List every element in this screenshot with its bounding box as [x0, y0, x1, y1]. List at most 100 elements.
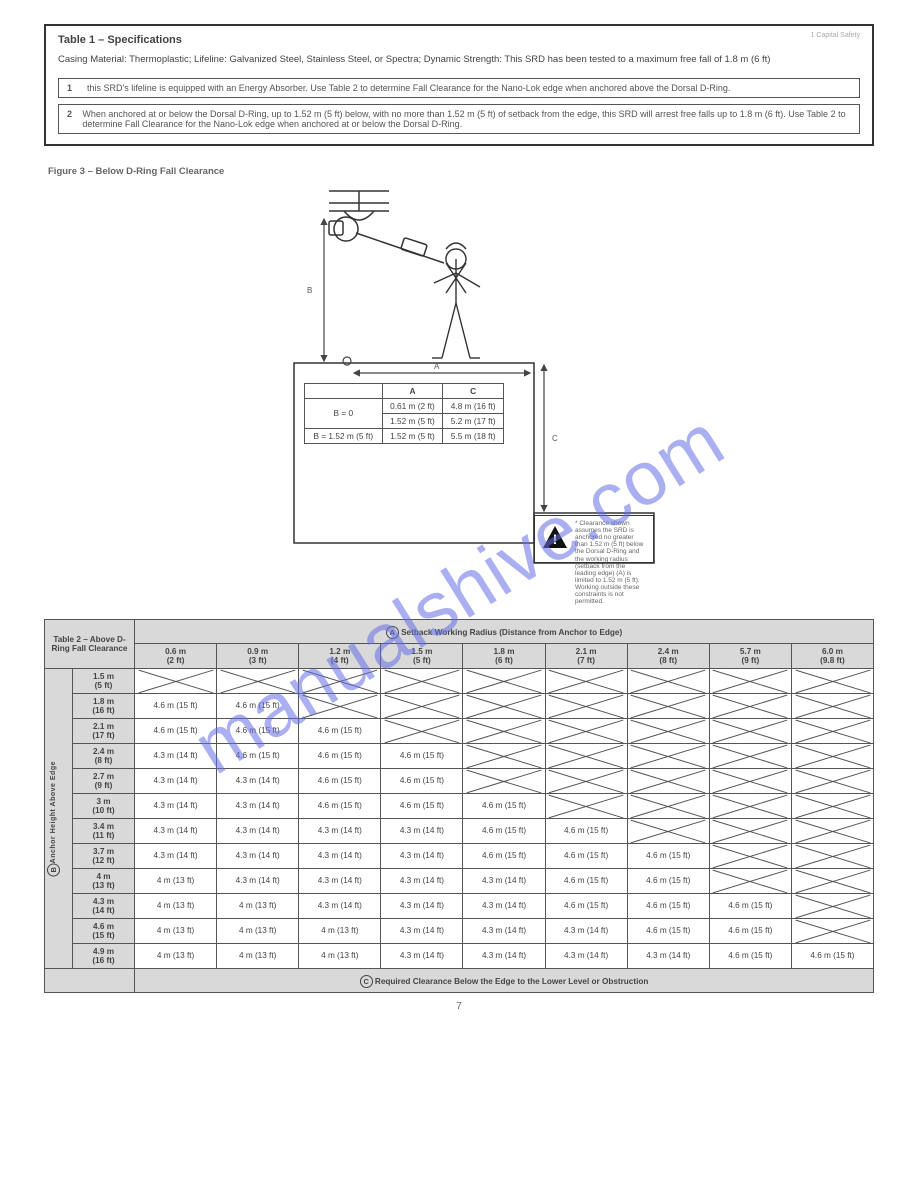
table2-col-header: 6.0 m(9.8 ft)	[791, 643, 873, 668]
table1-row-1: 1 this SRD's lifeline is equipped with a…	[58, 78, 860, 98]
table2-cell	[381, 668, 463, 693]
table2-footer-spacer	[45, 968, 135, 992]
table2-cell	[791, 718, 873, 743]
table2-cell: 4.3 m (14 ft)	[217, 818, 299, 843]
table2-cell: 4.6 m (15 ft)	[217, 718, 299, 743]
table2-cell: 4.6 m (15 ft)	[627, 893, 709, 918]
table2-cell: 4.3 m (14 ft)	[217, 843, 299, 868]
figure3: B A C A C B = 0 0.61 m (2 ft) 4.8 m (16 …	[44, 183, 874, 613]
table2-cell: 4.6 m (15 ft)	[463, 818, 545, 843]
table2-cell: 4 m (13 ft)	[217, 943, 299, 968]
table1-requirements: Casing Material: Thermoplastic; Lifeline…	[46, 50, 872, 72]
table2-cell: 4.3 m (14 ft)	[135, 793, 217, 818]
table2-col-header: 1.8 m(6 ft)	[463, 643, 545, 668]
warning-icon: !	[541, 524, 569, 550]
table2-cell	[791, 743, 873, 768]
table2-cell: 4.3 m (14 ft)	[135, 843, 217, 868]
table2-cell	[627, 718, 709, 743]
mini-td: 4.8 m (16 ft)	[443, 398, 504, 413]
row-text: this SRD's lifeline is equipped with an …	[87, 83, 730, 93]
table2-cell: 4 m (13 ft)	[135, 943, 217, 968]
table2-cell: 4 m (13 ft)	[299, 918, 381, 943]
figure3-label: Figure 3 – Below D-Ring Fall Clearance	[48, 166, 874, 177]
table2-cell: 4.3 m (14 ft)	[381, 918, 463, 943]
mini-td: 5.2 m (17 ft)	[443, 413, 504, 428]
table2-cell	[463, 768, 545, 793]
table2-cell: 4 m (13 ft)	[135, 918, 217, 943]
table2-cell	[545, 668, 627, 693]
table2-cell: 4.3 m (14 ft)	[463, 918, 545, 943]
table2-cell: 4.3 m (14 ft)	[463, 893, 545, 918]
mini-td: 0.61 m (2 ft)	[382, 398, 443, 413]
table2-cell: 4.3 m (14 ft)	[627, 943, 709, 968]
mini-td: 5.5 m (18 ft)	[443, 428, 504, 443]
table2-cell: 4.3 m (14 ft)	[299, 868, 381, 893]
table2-cell	[381, 718, 463, 743]
table2-cell: 4.6 m (15 ft)	[135, 693, 217, 718]
table2-cell: 4 m (13 ft)	[217, 918, 299, 943]
table2-cell: 4.6 m (15 ft)	[299, 768, 381, 793]
table2-cell	[627, 668, 709, 693]
mini-th	[305, 383, 383, 398]
table2-cell: 4.6 m (15 ft)	[217, 693, 299, 718]
table2-col-header: 2.1 m(7 ft)	[545, 643, 627, 668]
table2-cell: 4 m (13 ft)	[299, 943, 381, 968]
table2-cell: 4.3 m (14 ft)	[463, 943, 545, 968]
row-number: 1	[67, 83, 81, 93]
table2-cell	[709, 818, 791, 843]
table2-cell: 4.6 m (15 ft)	[381, 768, 463, 793]
table2-cell: 4.6 m (15 ft)	[217, 743, 299, 768]
table2-col-header: 2.4 m(8 ft)	[627, 643, 709, 668]
table2-cell: 4.6 m (15 ft)	[709, 893, 791, 918]
table2-cell	[545, 743, 627, 768]
table2-row-header: 3.7 m(12 ft)	[73, 843, 135, 868]
table2-cell	[135, 668, 217, 693]
figure3-mini-table: A C B = 0 0.61 m (2 ft) 4.8 m (16 ft) 1.…	[304, 383, 504, 444]
mini-td: 1.52 m (5 ft)	[382, 413, 443, 428]
table2-row-header: 2.1 m(17 ft)	[73, 718, 135, 743]
table2-cell	[627, 743, 709, 768]
table2-cell	[463, 693, 545, 718]
table2-cell	[791, 918, 873, 943]
table2-cell: 4.6 m (15 ft)	[545, 818, 627, 843]
table2-cell	[627, 768, 709, 793]
table2-cell: 4.3 m (14 ft)	[299, 893, 381, 918]
table2-row-header: 2.7 m(9 ft)	[73, 768, 135, 793]
table2: Table 2 – Above D-Ring Fall ClearanceA S…	[44, 619, 874, 993]
table2-row-header: 1.5 m(5 ft)	[73, 668, 135, 693]
table2-cell	[217, 668, 299, 693]
table2-row-header: 2.4 m(8 ft)	[73, 743, 135, 768]
table2-col-header: 0.6 m(2 ft)	[135, 643, 217, 668]
table2-cell	[545, 768, 627, 793]
svg-text:!: !	[553, 531, 558, 547]
table2-cell: 4.6 m (15 ft)	[463, 793, 545, 818]
table2-cell	[709, 718, 791, 743]
table2-cell	[791, 893, 873, 918]
table2-cell	[791, 793, 873, 818]
mini-td: 1.52 m (5 ft)	[382, 428, 443, 443]
table2-cell: 4.6 m (15 ft)	[709, 943, 791, 968]
table2-row-header: 4.9 m(16 ft)	[73, 943, 135, 968]
table1-box: Table 1 – Specifications 1 Capital Safet…	[44, 24, 874, 146]
table2-row-header: 1.8 m(16 ft)	[73, 693, 135, 718]
table2-cell: 4.3 m (14 ft)	[135, 768, 217, 793]
table2-cell	[463, 743, 545, 768]
table2-row-header: 3 m(10 ft)	[73, 793, 135, 818]
table2-row-header: 3.4 m(11 ft)	[73, 818, 135, 843]
row-text: When anchored at or below the Dorsal D-R…	[82, 109, 851, 129]
table2-cell	[709, 793, 791, 818]
table2-cell: 4.6 m (15 ft)	[463, 843, 545, 868]
table2-cell: 4 m (13 ft)	[135, 893, 217, 918]
table2-cell: 4.6 m (15 ft)	[299, 793, 381, 818]
table1-title: Table 1 – Specifications	[58, 34, 182, 46]
table2-cell: 4.3 m (14 ft)	[299, 843, 381, 868]
table2-cell	[627, 693, 709, 718]
table2-cell	[709, 743, 791, 768]
table2-cell	[627, 793, 709, 818]
table2-cell	[463, 718, 545, 743]
table2-col-group-header: A Setback Working Radius (Distance from …	[135, 619, 874, 643]
table2-cell	[545, 793, 627, 818]
table2-row-header: 4.3 m(14 ft)	[73, 893, 135, 918]
table2-cell: 4.6 m (15 ft)	[545, 843, 627, 868]
table2-col-header: 1.5 m(5 ft)	[381, 643, 463, 668]
